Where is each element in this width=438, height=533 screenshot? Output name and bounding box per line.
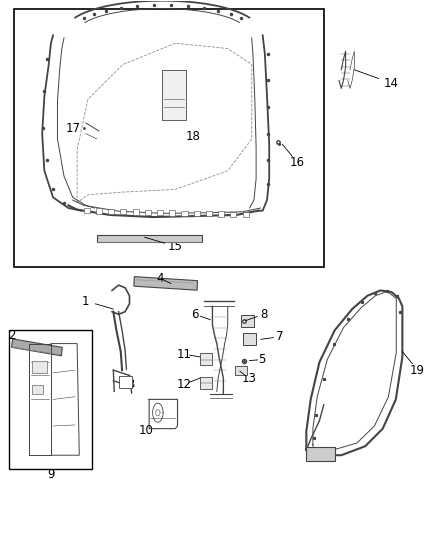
Bar (134, 277, 198, 290)
Text: 15: 15 (168, 240, 183, 253)
Bar (194, 211, 200, 216)
Bar (145, 209, 151, 215)
Text: 1: 1 (82, 295, 90, 308)
Text: 7: 7 (276, 330, 284, 343)
Bar (243, 334, 256, 345)
Text: 3: 3 (127, 378, 134, 391)
Bar (243, 212, 249, 217)
Bar (218, 212, 224, 217)
Bar (200, 353, 212, 365)
Text: 18: 18 (185, 130, 200, 143)
Bar (108, 208, 114, 214)
Bar (120, 209, 127, 214)
Bar (32, 384, 43, 394)
Bar (306, 447, 335, 461)
Bar (162, 70, 186, 120)
Text: 5: 5 (258, 353, 265, 366)
Text: 14: 14 (384, 77, 399, 90)
Text: 10: 10 (138, 424, 153, 437)
Text: 11: 11 (177, 348, 191, 361)
Text: 9: 9 (47, 469, 55, 481)
Text: 6: 6 (191, 308, 199, 321)
Bar (119, 376, 132, 387)
Text: 16: 16 (290, 156, 305, 169)
Bar (97, 235, 201, 242)
Bar (12, 339, 62, 356)
Text: 8: 8 (260, 308, 267, 321)
Bar (157, 210, 163, 215)
Text: 4: 4 (156, 272, 164, 285)
Bar (169, 210, 175, 215)
Bar (133, 209, 139, 215)
Bar (200, 377, 212, 389)
Bar (32, 361, 47, 373)
Text: 12: 12 (177, 378, 191, 391)
Text: 19: 19 (410, 364, 425, 377)
Bar (235, 366, 247, 375)
Bar (84, 208, 90, 213)
Bar (206, 211, 212, 216)
Bar (96, 208, 102, 214)
Bar (10, 330, 92, 469)
Text: 13: 13 (241, 372, 256, 385)
Bar (181, 211, 187, 216)
Bar (14, 9, 324, 266)
Bar (230, 212, 237, 217)
Text: 2: 2 (8, 329, 15, 342)
Text: 17: 17 (65, 122, 80, 135)
Bar (241, 315, 254, 327)
